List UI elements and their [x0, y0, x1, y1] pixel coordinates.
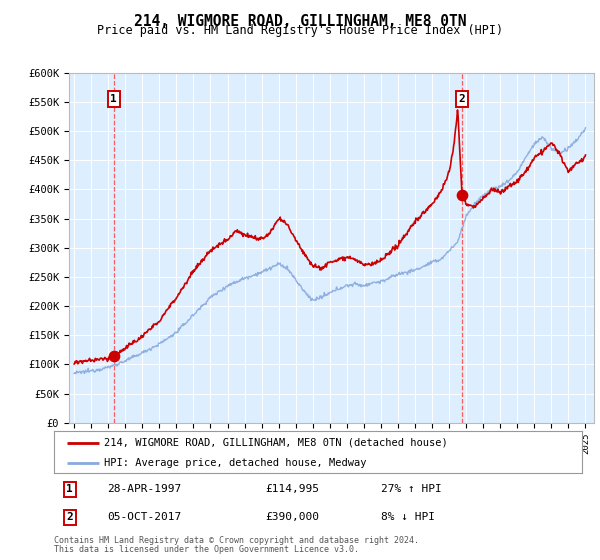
Point	[109, 351, 118, 360]
Text: 8% ↓ HPI: 8% ↓ HPI	[382, 512, 436, 522]
Text: Price paid vs. HM Land Registry's House Price Index (HPI): Price paid vs. HM Land Registry's House …	[97, 24, 503, 37]
Text: £114,995: £114,995	[265, 484, 319, 494]
Text: £390,000: £390,000	[265, 512, 319, 522]
Text: 28-APR-1997: 28-APR-1997	[107, 484, 181, 494]
Text: 2: 2	[67, 512, 73, 522]
Point	[457, 191, 467, 200]
Text: 1: 1	[110, 94, 117, 104]
Text: 214, WIGMORE ROAD, GILLINGHAM, ME8 0TN: 214, WIGMORE ROAD, GILLINGHAM, ME8 0TN	[134, 14, 466, 29]
Text: 27% ↑ HPI: 27% ↑ HPI	[382, 484, 442, 494]
Text: Contains HM Land Registry data © Crown copyright and database right 2024.: Contains HM Land Registry data © Crown c…	[54, 536, 419, 545]
Text: 2: 2	[458, 94, 466, 104]
Text: HPI: Average price, detached house, Medway: HPI: Average price, detached house, Medw…	[104, 458, 367, 468]
Text: 1: 1	[67, 484, 73, 494]
Text: 214, WIGMORE ROAD, GILLINGHAM, ME8 0TN (detached house): 214, WIGMORE ROAD, GILLINGHAM, ME8 0TN (…	[104, 437, 448, 447]
Text: 05-OCT-2017: 05-OCT-2017	[107, 512, 181, 522]
Text: This data is licensed under the Open Government Licence v3.0.: This data is licensed under the Open Gov…	[54, 545, 359, 554]
